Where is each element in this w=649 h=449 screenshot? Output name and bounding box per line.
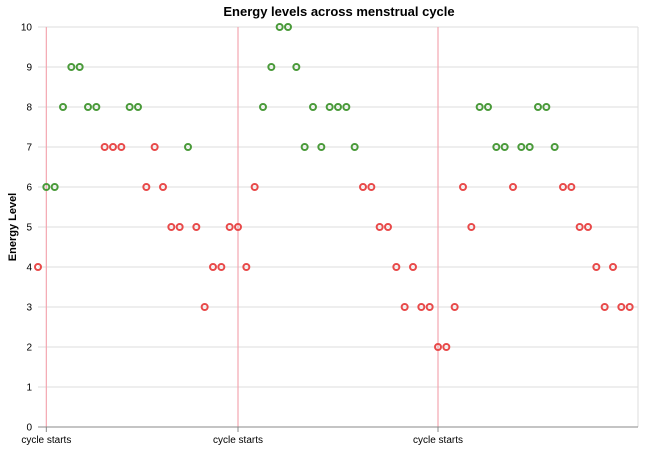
y-tick-label: 7 (26, 143, 32, 154)
y-tick-label: 2 (26, 343, 32, 354)
data-point (284, 23, 292, 31)
data-point (559, 183, 567, 191)
data-point (592, 263, 601, 271)
data-point (609, 263, 617, 271)
data-point (317, 143, 326, 151)
data-point (450, 303, 459, 311)
data-point (192, 223, 201, 231)
data-point (492, 143, 501, 151)
data-point (575, 223, 584, 231)
data-point (292, 63, 301, 71)
data-point (225, 223, 234, 231)
data-point (442, 343, 451, 351)
data-point (534, 103, 542, 111)
data-point (359, 183, 367, 191)
y-tick-label: 0 (26, 423, 32, 434)
y-tick-label: 1 (26, 383, 32, 394)
data-point (342, 103, 351, 111)
y-tick-label: 5 (26, 223, 32, 234)
data-point (367, 183, 376, 191)
data-point (50, 183, 59, 191)
data-point (334, 103, 342, 111)
data-point (100, 143, 109, 151)
y-tick-label: 8 (26, 103, 32, 114)
data-point (484, 103, 492, 111)
data-point (209, 263, 217, 271)
data-point (325, 103, 334, 111)
data-point (200, 303, 209, 311)
y-axis-label: Energy Level (7, 193, 19, 261)
y-tick-label: 3 (26, 303, 32, 314)
data-point (75, 63, 84, 71)
chart-title: Energy levels across menstrual cycle (223, 4, 454, 19)
data-point (584, 223, 592, 231)
y-tick-label: 10 (21, 23, 33, 34)
data-point (167, 223, 176, 231)
data-point (567, 183, 576, 191)
data-point (459, 183, 467, 191)
data-point (525, 143, 534, 151)
data-point (392, 263, 401, 271)
data-point (434, 343, 442, 351)
data-point (350, 143, 359, 151)
data-point (384, 223, 392, 231)
y-tick-label: 4 (26, 263, 32, 274)
data-point (550, 143, 559, 151)
data-point (217, 263, 226, 271)
data-point (134, 103, 142, 111)
data-point (425, 303, 434, 311)
data-point (509, 183, 517, 191)
data-point (267, 63, 276, 71)
data-point (409, 263, 417, 271)
cycle-rule-layer (45, 27, 439, 427)
data-point (417, 303, 426, 311)
data-point (542, 103, 551, 111)
y-tick-label: 6 (26, 183, 32, 194)
data-point (250, 183, 259, 191)
data-point (309, 103, 317, 111)
data-point (625, 303, 634, 311)
axis-layer: 0 1 2 3 4 5 6 7 8 9 10 cycle starts cycle starts cycl… (21, 23, 638, 446)
data-point (34, 263, 42, 271)
data-point (84, 103, 92, 111)
data-point (375, 223, 384, 231)
data-point (400, 303, 409, 311)
y-tick-label: 9 (26, 63, 32, 74)
data-point (42, 183, 51, 191)
point-layer (34, 23, 634, 351)
data-point (175, 223, 184, 231)
data-point (475, 103, 484, 111)
data-point (142, 183, 151, 191)
data-point (125, 103, 134, 111)
data-point (159, 183, 167, 191)
data-point (259, 103, 267, 111)
x-tick-label: cycle starts (213, 435, 263, 446)
data-point (59, 103, 67, 111)
data-point (617, 303, 626, 311)
x-tick-label: cycle starts (413, 435, 463, 446)
data-point (67, 63, 76, 71)
data-point (184, 143, 192, 151)
data-point (300, 143, 309, 151)
data-point (467, 223, 476, 231)
data-point (92, 103, 101, 111)
data-point (234, 223, 242, 231)
data-point (150, 143, 159, 151)
x-tick-label: cycle starts (21, 435, 71, 446)
data-point (517, 143, 526, 151)
data-point (600, 303, 609, 311)
data-point (275, 23, 284, 31)
data-point (242, 263, 251, 271)
data-point (117, 143, 126, 151)
data-point (109, 143, 117, 151)
data-point (500, 143, 509, 151)
grid-layer (38, 26, 639, 427)
